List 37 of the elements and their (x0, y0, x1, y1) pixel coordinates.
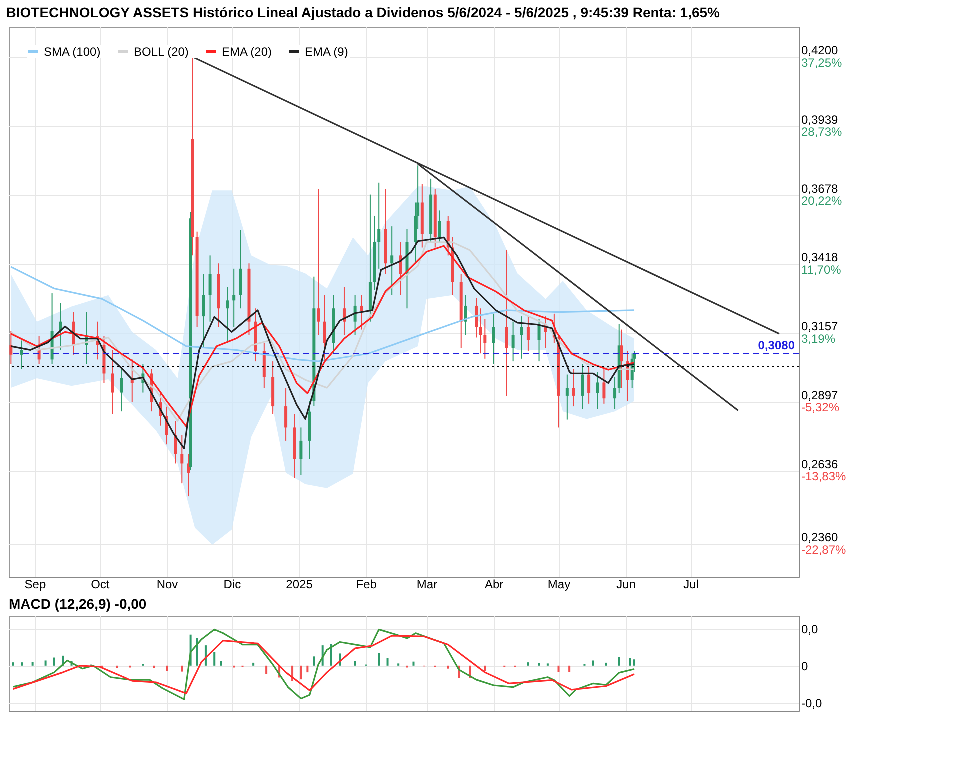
y2-tick-label: 11,70% (802, 262, 842, 277)
y-tick-label: 0,0 (802, 622, 819, 636)
y2-tick-label: 3,19% (802, 332, 836, 346)
legend-label: EMA (20) (222, 44, 272, 59)
y-tick-label: 0,3418 (802, 250, 839, 265)
y2-tick-label: 20,22% (802, 194, 843, 208)
x-tick-label: Oct (91, 578, 110, 592)
y-tick-label: 0,3939 (802, 112, 839, 127)
x-tick-label: Jul (684, 578, 699, 592)
y2-tick-label: -22,87% (802, 542, 847, 557)
x-tick-label: 2025 (286, 578, 314, 592)
x-tick-label: Mar (416, 578, 438, 592)
x-tick-label: Nov (156, 578, 178, 592)
chart-title: BIOTECHNOLOGY ASSETS Histórico Lineal Ajustado a Dividenos 5/6/2024 - 5/6/2025 , 9:45:39 Renta: 1,65% (6, 4, 721, 20)
x-tick-label: Abr (484, 578, 504, 592)
legend-label: EMA (9) (305, 44, 348, 59)
y-tick-label: 0 (802, 659, 808, 674)
y-tick-label: 0,4200 (802, 44, 839, 58)
x-tick-label: Feb (356, 578, 378, 592)
y2-tick-label: 37,25% (802, 56, 843, 70)
y-tick-label: 0,3157 (802, 320, 839, 334)
x-tick-label: Jun (616, 578, 636, 592)
y-tick-label: 0,3678 (802, 182, 839, 196)
legend-label: BOLL (20) (134, 44, 189, 59)
y2-tick-label: -13,83% (802, 470, 847, 484)
y2-tick-label: 28,73% (802, 124, 843, 139)
x-tick-label: May (548, 578, 571, 592)
y-tick-label: 0,2897 (802, 388, 839, 403)
y-tick-label: -0,0 (802, 696, 823, 710)
y-tick-label: 0,2636 (802, 458, 839, 472)
y-tick-label: 0,2360 (802, 530, 839, 545)
y2-tick-label: -5,32% (802, 400, 840, 415)
x-tick-label: Dic (224, 578, 242, 592)
legend-label: SMA (100) (44, 44, 101, 59)
ref-line-label: 0,3080 (758, 338, 796, 353)
chart-title: MACD (12,26,9) -0,00 (9, 596, 147, 612)
x-tick-label: Sep (24, 578, 46, 592)
